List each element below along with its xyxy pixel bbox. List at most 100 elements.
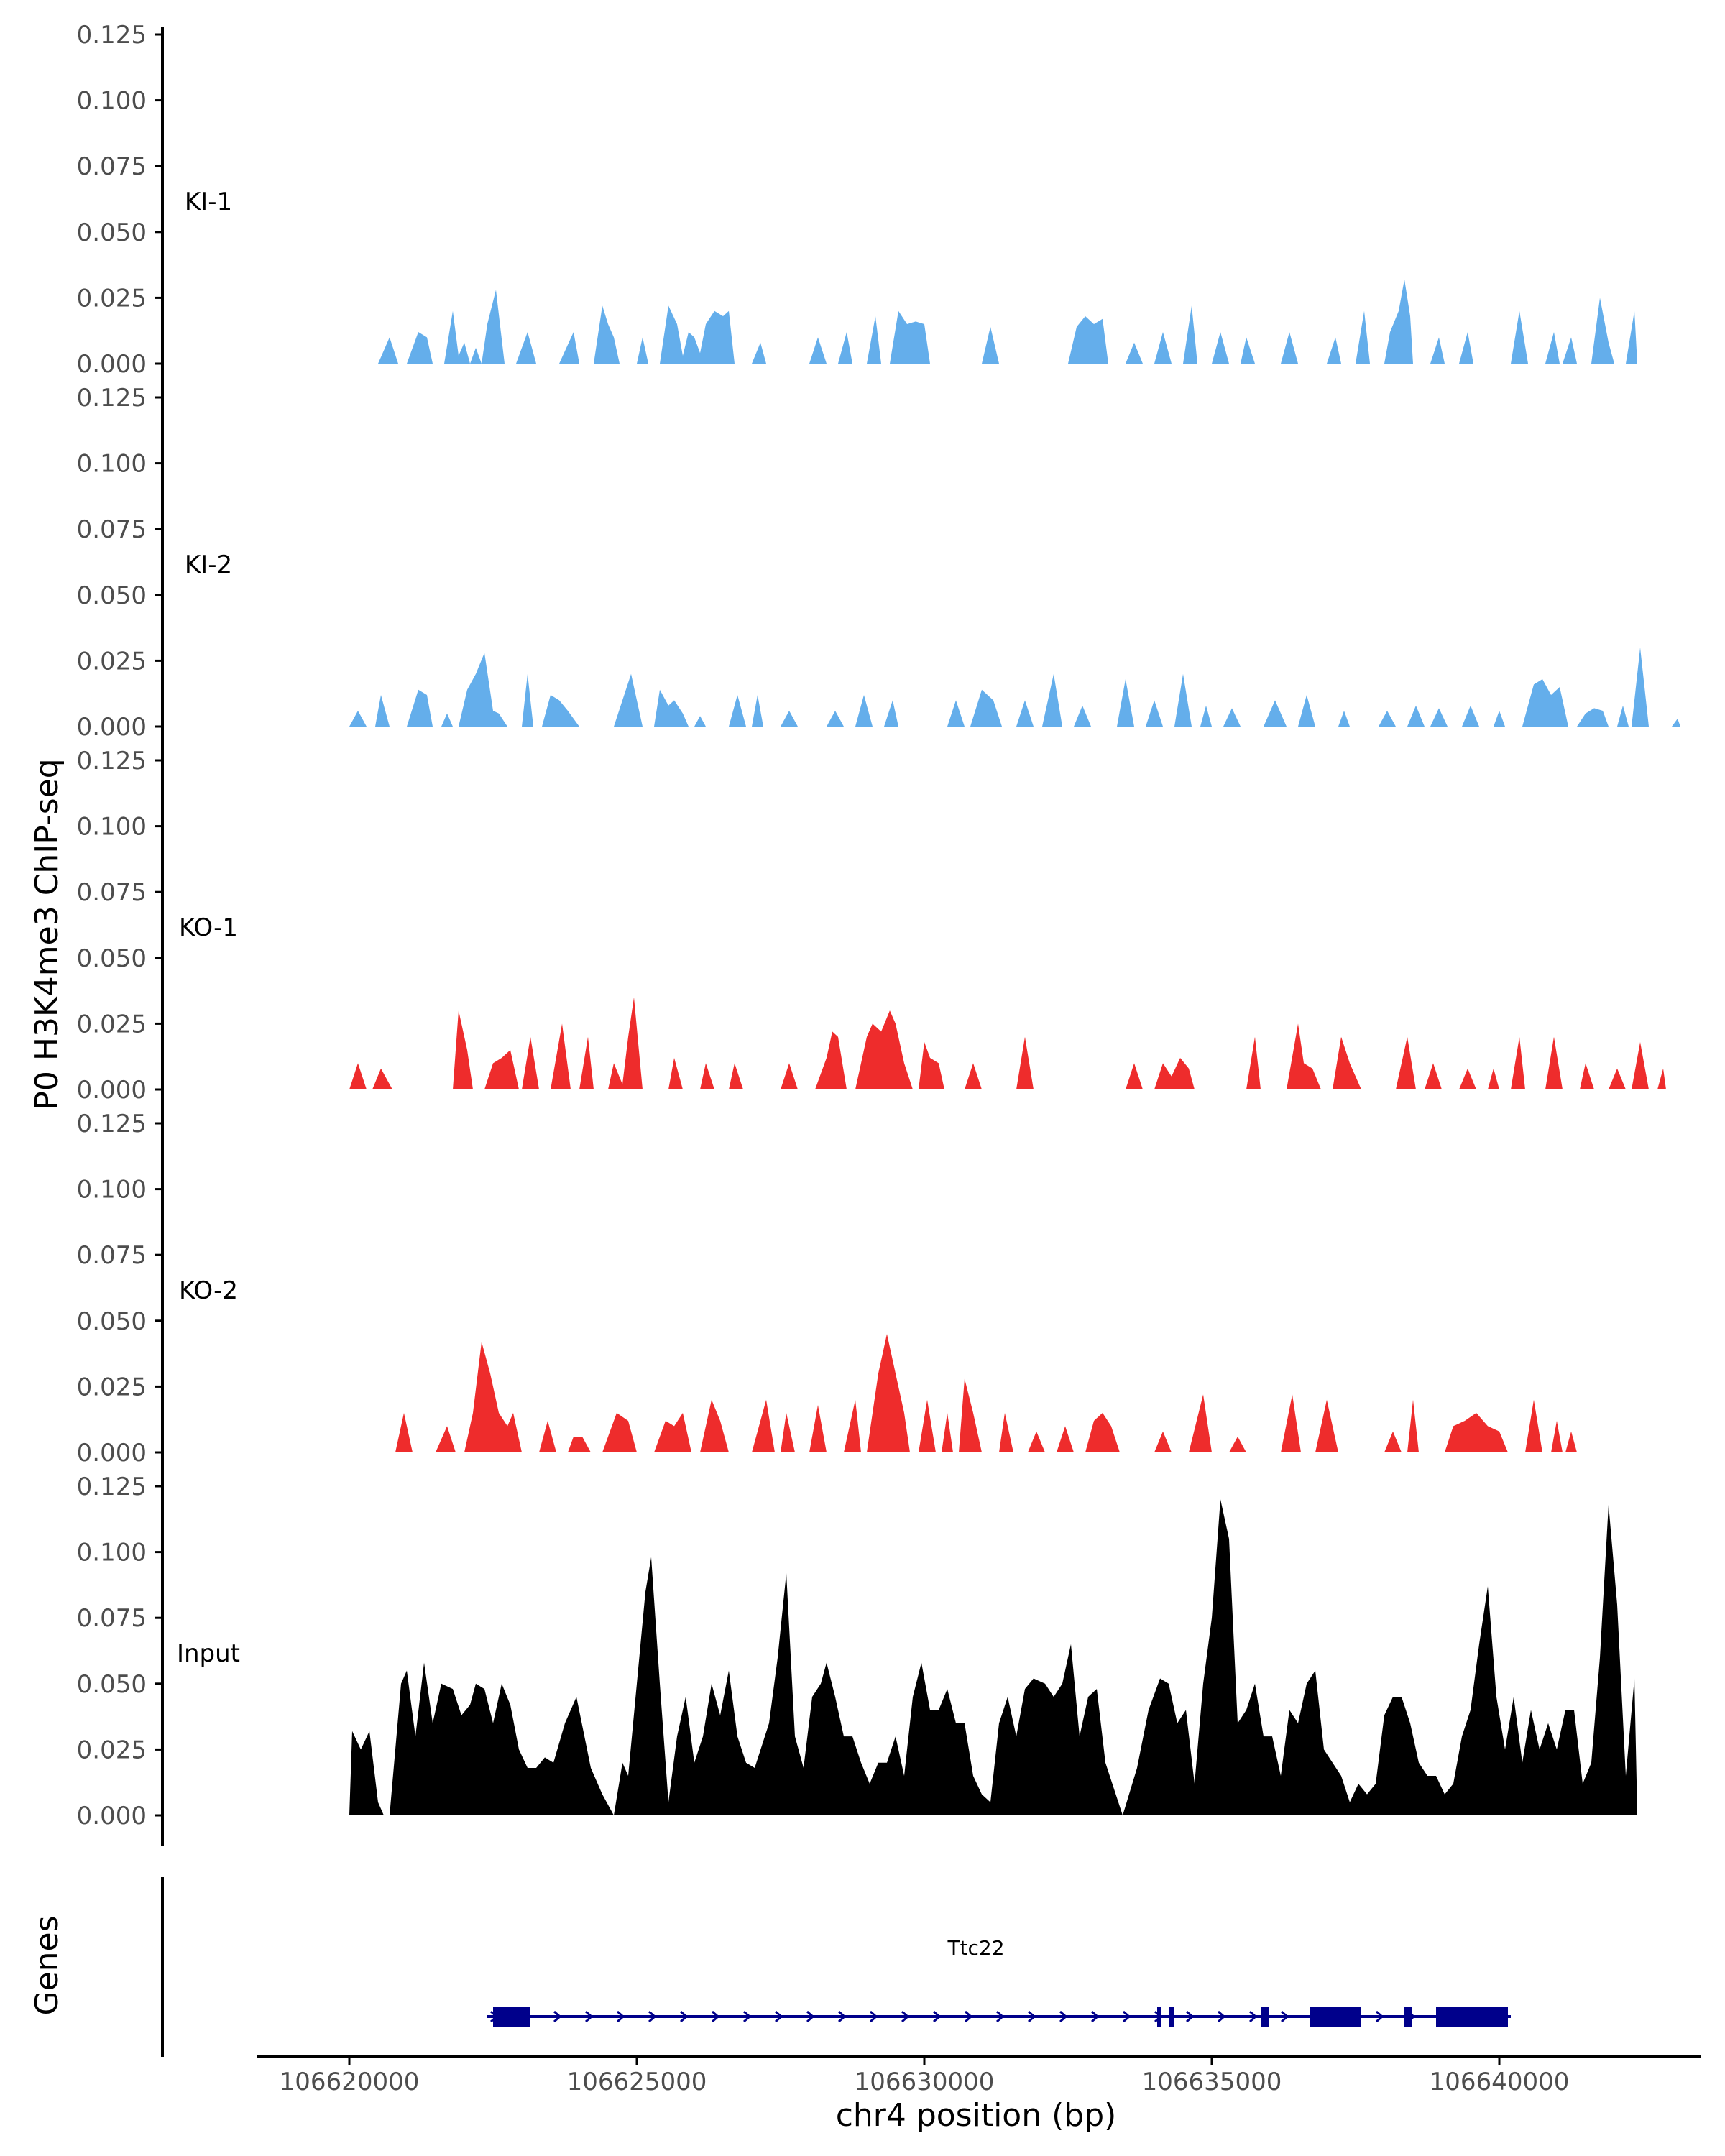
coverage-peak bbox=[959, 1378, 982, 1452]
coverage-peak bbox=[884, 700, 898, 727]
coverage-peak bbox=[700, 1399, 729, 1452]
coverage-peak bbox=[637, 337, 648, 364]
gene-panel: Genes Ttc22 bbox=[29, 1877, 1511, 2057]
coverage-peak bbox=[654, 689, 689, 727]
strand-arrow bbox=[553, 2010, 562, 2023]
coverage-peak bbox=[378, 337, 398, 364]
coverage-peak bbox=[375, 695, 390, 727]
strand-arrow bbox=[648, 2010, 657, 2023]
coverage-peak bbox=[752, 695, 763, 727]
coverage-peak bbox=[608, 997, 643, 1089]
track-label: KI-2 bbox=[185, 550, 232, 579]
y-tick-label: 0.000 bbox=[77, 350, 147, 379]
x-tick-label: 106640000 bbox=[1430, 2068, 1570, 2096]
strand-arrow bbox=[838, 2010, 847, 2023]
strand-arrow bbox=[1218, 2010, 1226, 2023]
coverage-peak bbox=[919, 1399, 936, 1452]
strand-arrow bbox=[901, 2010, 910, 2023]
coverage-peak bbox=[1057, 1426, 1074, 1452]
coverage-peak bbox=[1494, 711, 1505, 727]
y-tick-label: 0.000 bbox=[77, 1076, 147, 1105]
coverage-peak bbox=[614, 1557, 1123, 1815]
coverage-peak bbox=[654, 1413, 691, 1452]
coverage-peak bbox=[1545, 332, 1560, 364]
coverage-peak bbox=[1223, 708, 1241, 727]
track-input: 0.000 0.025 0.050 0.075 0.100 0.125 Input bbox=[77, 1473, 1637, 1846]
coverage-peak bbox=[1229, 1437, 1246, 1452]
strand-arrow bbox=[1091, 2010, 1100, 2023]
y-tick-label: 0.025 bbox=[77, 1010, 147, 1038]
coverage-peak bbox=[1577, 708, 1609, 727]
coverage-peak bbox=[942, 1413, 953, 1452]
coverage-peak bbox=[542, 695, 579, 727]
coverage-peak bbox=[1522, 679, 1568, 727]
coverage-peak bbox=[1425, 1063, 1442, 1089]
gene-exon bbox=[1436, 2007, 1508, 2027]
coverage-peak bbox=[752, 1399, 775, 1452]
x-tick-label: 106620000 bbox=[280, 2068, 420, 2096]
coverage-peak bbox=[349, 1063, 367, 1089]
y-tick-label: 0.050 bbox=[77, 218, 147, 247]
y-tick-label: 0.100 bbox=[77, 87, 147, 116]
coverage-peak bbox=[1123, 1499, 1637, 1815]
y-tick-label: 0.075 bbox=[77, 515, 147, 544]
coverage-peak bbox=[482, 290, 505, 364]
gene-exon bbox=[1310, 2007, 1361, 2027]
gene-exon bbox=[1261, 2007, 1269, 2027]
coverage-peak bbox=[1462, 705, 1479, 727]
coverage-peak bbox=[522, 1036, 539, 1089]
coverage-peak bbox=[1580, 1063, 1594, 1089]
coverage-peak bbox=[1126, 1063, 1143, 1089]
track-label: KO-1 bbox=[179, 913, 238, 942]
coverage-peak bbox=[1016, 700, 1034, 727]
strand-arrow bbox=[712, 2010, 720, 2023]
y-tick-label: 0.050 bbox=[77, 944, 147, 973]
coverage-peak bbox=[1333, 1036, 1361, 1089]
coverage-peak bbox=[781, 711, 798, 727]
coverage-peak bbox=[453, 1010, 473, 1089]
strand-arrow bbox=[743, 2010, 752, 2023]
coverage-peak bbox=[1609, 1068, 1626, 1089]
coverage-peak bbox=[407, 332, 433, 364]
coverage-peak bbox=[444, 310, 470, 364]
coverage-peak bbox=[1384, 279, 1413, 364]
coverage-peak bbox=[729, 1063, 743, 1089]
coverage-peak bbox=[1488, 1068, 1499, 1089]
strand-arrow bbox=[617, 2010, 625, 2023]
gene-exon bbox=[1157, 2007, 1162, 2027]
strand-arrow bbox=[585, 2010, 594, 2023]
gene-name-label: Ttc22 bbox=[947, 1936, 1004, 1960]
y-tick-label: 0.050 bbox=[77, 1307, 147, 1336]
coverage-peak bbox=[855, 695, 873, 727]
coverage-peak bbox=[551, 1023, 571, 1089]
coverage-peak bbox=[484, 1050, 519, 1089]
coverage-peak bbox=[982, 326, 999, 364]
coverage-peak bbox=[855, 1010, 913, 1089]
coverage-peak bbox=[349, 1731, 384, 1815]
coverage-peak bbox=[602, 1413, 637, 1452]
y-tick-label: 0.100 bbox=[77, 1176, 147, 1204]
y-tick-label: 0.075 bbox=[77, 1604, 147, 1633]
strand-arrow bbox=[996, 2010, 1005, 2023]
coverage-peak bbox=[844, 1399, 861, 1452]
strand-arrow bbox=[680, 2010, 689, 2023]
coverage-peak bbox=[1396, 1036, 1416, 1089]
coverage-peak bbox=[1591, 298, 1614, 364]
x-axis-title: chr4 position (bp) bbox=[836, 2097, 1117, 2134]
coverage-peak bbox=[614, 673, 643, 727]
coverage-peak bbox=[1430, 337, 1445, 364]
coverage-peak bbox=[407, 689, 433, 727]
coverage-peak bbox=[1672, 719, 1680, 727]
strand-arrow bbox=[1249, 2010, 1258, 2023]
y-tick-label: 0.125 bbox=[77, 1110, 147, 1138]
y-tick-label: 0.000 bbox=[77, 1439, 147, 1468]
coverage-peak bbox=[470, 348, 482, 364]
strand-arrow bbox=[965, 2010, 973, 2023]
strand-arrow bbox=[1186, 2010, 1195, 2023]
coverage-peak bbox=[1154, 332, 1172, 364]
coverage-peak bbox=[809, 1405, 827, 1452]
y-tick-label: 0.050 bbox=[77, 581, 147, 610]
coverage-peak bbox=[1298, 695, 1315, 727]
gene-exon bbox=[1169, 2007, 1174, 2027]
coverage-peak bbox=[568, 1437, 591, 1452]
